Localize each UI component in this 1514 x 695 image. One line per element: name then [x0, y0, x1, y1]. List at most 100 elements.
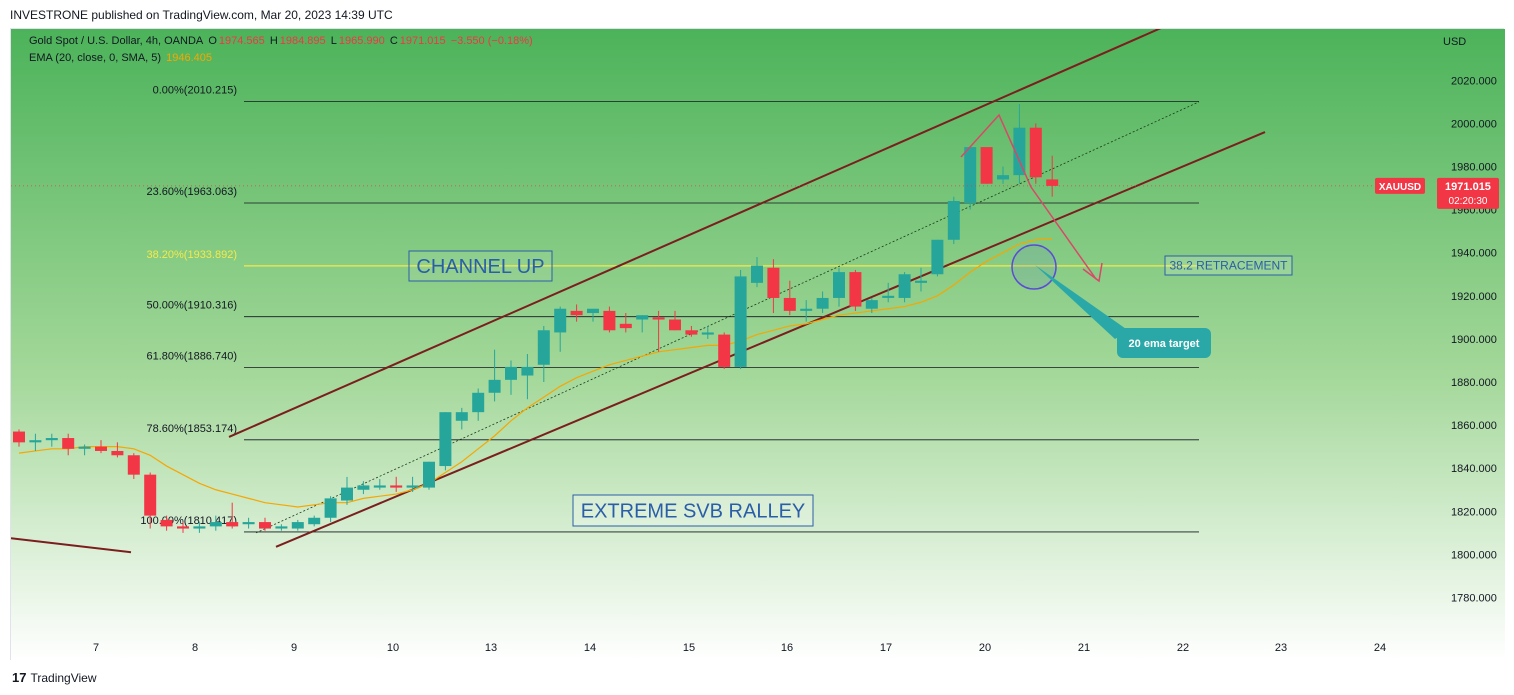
- time-tick-label: 14: [584, 642, 596, 654]
- countdown-value: 02:20:30: [1449, 196, 1488, 207]
- candle-body: [488, 379, 501, 393]
- extreme-rally-label-box: [572, 494, 814, 527]
- candle-body: [521, 366, 534, 376]
- candle-body: [701, 332, 714, 335]
- high-value: 1984.895: [279, 35, 326, 47]
- open-value: 1974.565: [218, 35, 265, 47]
- price-tick-label: 1920.000: [1451, 291, 1497, 303]
- candle-body: [193, 526, 206, 529]
- time-tick-label: 24: [1374, 642, 1386, 654]
- time-tick-label: 20: [979, 642, 991, 654]
- candle-body: [341, 487, 353, 501]
- time-tick-label: 13: [485, 642, 497, 654]
- candle-body: [898, 274, 911, 298]
- open-label: O: [208, 35, 217, 47]
- fib-level-label: 23.60%(1963.063): [146, 186, 237, 198]
- ema-target-callout: [1117, 328, 1211, 358]
- candle-body: [259, 522, 271, 529]
- candle-body: [291, 522, 304, 529]
- candle-body: [62, 438, 75, 449]
- extreme-rally-label: EXTREME SVB RALLEY: [581, 501, 806, 523]
- ema-line: [18, 238, 1053, 508]
- footer: 17 TradingView: [12, 670, 97, 685]
- candle-body: [767, 267, 780, 298]
- candle-body: [915, 280, 927, 283]
- high-label: H: [269, 35, 278, 47]
- candle-body: [29, 440, 42, 443]
- ema-target-circle: [1011, 244, 1057, 290]
- candle-body: [882, 295, 895, 298]
- candlestick-chart[interactable]: 0.00%(2010.215) 23.60%(1963.063) 38.20%(19…: [11, 29, 1505, 661]
- candle-body: [472, 392, 485, 413]
- candle-body: [45, 438, 58, 441]
- candle-body: [423, 461, 435, 488]
- candle-body: [800, 308, 813, 311]
- candle-body: [734, 276, 747, 367]
- candle-body: [636, 315, 649, 320]
- candle-body: [95, 446, 107, 451]
- ema-value: 1946.405: [166, 52, 213, 64]
- candle-body: [537, 330, 550, 365]
- candle-body: [357, 485, 370, 490]
- fib-level-label: 0.00%(2010.215): [153, 84, 237, 96]
- price-tick-label: 1780.000: [1451, 593, 1497, 605]
- candle-body: [931, 239, 944, 275]
- fib-level-label: 78.60%(1853.174): [146, 423, 237, 435]
- candle-body: [127, 455, 140, 475]
- price-tick-label: 1980.000: [1451, 162, 1497, 174]
- candle-body: [980, 147, 993, 184]
- symbol-badge: [1375, 177, 1425, 194]
- candle-body: [865, 300, 878, 309]
- symbol-name: Gold Spot / U.S. Dollar, 4h, OANDA: [29, 35, 204, 47]
- candle-body: [78, 446, 91, 449]
- candle-body: [1013, 127, 1026, 176]
- symbol-badge-text: XAUUSD: [1379, 182, 1421, 193]
- time-tick-label: 10: [387, 642, 399, 654]
- candle-body: [554, 308, 567, 333]
- tradingview-logo-icon: 17: [12, 670, 27, 685]
- change-value: −3.550 (−0.18%): [450, 35, 533, 47]
- fib-level-label: 100.00%(1810.417): [140, 515, 237, 527]
- retracement-label-box: [1164, 255, 1293, 276]
- candle-body: [685, 330, 698, 335]
- candle-body: [144, 474, 157, 516]
- candle-body: [242, 522, 255, 525]
- channel-lower-line: [275, 131, 1266, 548]
- candle-body: [570, 310, 583, 316]
- fib-level-label: 50.00%(1910.316): [146, 300, 237, 312]
- price-tick-label: 1900.000: [1451, 334, 1497, 346]
- candle-body: [505, 366, 517, 380]
- candle-body: [783, 297, 796, 311]
- price-tick-label: 1800.000: [1451, 549, 1497, 561]
- candle-body: [13, 431, 25, 443]
- price-tick-label: 1860.000: [1451, 420, 1497, 432]
- candle-body: [997, 175, 1009, 180]
- fib-level-label: 38.20%(1933.892): [146, 249, 237, 261]
- candle-body: [1029, 127, 1042, 178]
- ema-legend[interactable]: EMA (20, close, 0, SMA, 5) 1946.405: [29, 52, 214, 64]
- candle-body: [1046, 179, 1059, 186]
- symbol-legend[interactable]: Gold Spot / U.S. Dollar, 4h, OANDA O 1974…: [29, 35, 535, 47]
- candle-body: [324, 498, 337, 518]
- candle-body: [373, 485, 386, 488]
- candle-body: [226, 522, 239, 527]
- channel-up-label: CHANNEL UP: [416, 256, 544, 278]
- publisher-caption: INVESTRONE published on TradingView.com,…: [10, 8, 393, 22]
- candle-body: [308, 517, 321, 525]
- candle-body: [160, 519, 173, 527]
- candle-body: [455, 412, 468, 421]
- candle-body: [406, 485, 419, 488]
- chart-frame[interactable]: 0.00%(2010.215) 23.60%(1963.063) 38.20%(19…: [10, 28, 1505, 661]
- close-value: 1971.015: [399, 35, 446, 47]
- candle-body: [669, 319, 681, 331]
- time-tick-label: 9: [291, 642, 297, 654]
- candle-body: [275, 526, 288, 529]
- candle-body: [603, 310, 616, 331]
- candle-body: [718, 334, 731, 367]
- time-tick-label: 8: [192, 642, 198, 654]
- retracement-label: 38.2 RETRACEMENT: [1169, 259, 1288, 273]
- time-tick-label: 17: [880, 642, 892, 654]
- candle-body: [439, 412, 452, 467]
- time-tick-label: 7: [93, 642, 99, 654]
- candle-body: [177, 526, 189, 529]
